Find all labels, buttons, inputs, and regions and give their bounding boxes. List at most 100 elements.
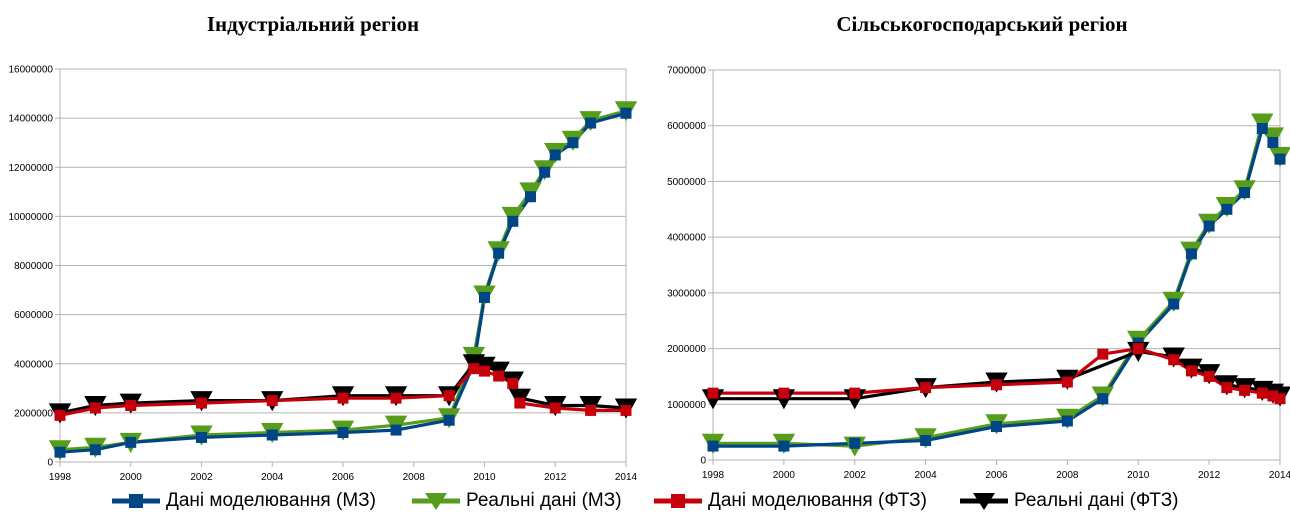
data-point [1274,393,1286,405]
data-point [443,390,455,402]
x-tick-label: 2008 [403,472,426,483]
data-point [778,387,790,399]
y-tick-label: 2000000 [14,408,53,419]
data-point [620,107,632,119]
data-point [524,191,536,203]
data-point [390,392,402,404]
data-point [507,215,519,227]
x-tick-label: 2006 [985,470,1008,481]
legend: Дані моделювання (МЗ) Реальні дані (МЗ) … [0,488,1290,516]
series-line [59,367,626,417]
y-tick-label: 8000000 [14,261,53,272]
data-point [567,137,579,149]
y-tick-label: 4000000 [667,233,706,244]
y-tick-label: 7000000 [667,66,706,77]
legend-item-model-ftz: Дані моделювання (ФТЗ) [654,488,927,514]
series-line [713,347,1281,401]
x-tick-label: 2012 [1198,470,1221,481]
data-point [1061,415,1073,427]
legend-label-real-ftz: Реальні дані (ФТЗ) [1014,490,1179,511]
data-point [707,440,719,452]
data-point [1256,387,1268,399]
data-point [620,404,632,416]
data-point [1185,248,1197,260]
data-point [539,166,551,178]
legend-swatch-model-ftz [654,494,702,508]
data-point [1239,384,1251,396]
x-tick-label: 2004 [261,472,284,483]
data-point [991,421,1002,433]
data-point [337,392,349,404]
y-tick-label: 1000000 [667,400,706,411]
x-tick-label: 2010 [1127,470,1150,481]
x-tick-label: 2002 [190,472,213,483]
x-tick-label: 2004 [915,470,938,481]
data-point [1132,343,1144,355]
data-point [89,444,101,456]
x-tick-label: 2014 [1269,470,1290,481]
x-tick-label: 2010 [473,472,496,483]
data-point [493,370,505,382]
data-point [196,431,207,443]
data-point [1061,376,1073,388]
data-point [549,149,561,161]
data-point [1256,123,1268,134]
legend-swatch-real-ftz [960,493,1008,510]
x-tick-label: 1998 [49,472,72,483]
legend-marker [129,494,143,508]
legend-label-real-mz: Реальні дані (МЗ) [466,490,622,511]
data-point [920,435,932,446]
data-point [843,389,866,410]
series-line [59,362,627,415]
data-point [849,437,861,449]
x-tick-label: 2002 [844,470,867,481]
data-point [266,429,278,441]
data-point [585,117,597,129]
x-tick-label: 1998 [702,470,725,481]
y-tick-label: 2000000 [667,344,706,355]
data-point [849,387,861,399]
data-point [549,402,561,414]
data-point [479,365,490,377]
plot-0: 0 2000000 4000000 6000000 8000000 10000000 120… [9,65,638,484]
data-point [1221,382,1233,394]
data-point [1274,153,1286,165]
data-point [514,397,526,409]
data-point [1203,370,1215,382]
legend-swatch-real-mz [412,493,460,510]
y-tick-label: 6000000 [667,121,706,132]
y-tick-label: 0 [47,458,53,469]
data-point [585,404,597,416]
data-point [772,389,796,410]
data-point [337,427,349,439]
y-tick-label: 16000000 [9,65,54,76]
data-point [1239,187,1251,199]
chart-title-industrial: Індустріальний регіон [206,12,420,36]
y-tick-label: 3000000 [667,288,706,299]
data-point [1185,365,1197,377]
legend-swatch-model-mz [112,494,160,508]
y-tick-label: 12000000 [9,163,54,174]
data-point [390,424,402,436]
legend-marker [671,494,685,508]
x-tick-label: 2000 [773,470,796,481]
y-tick-label: 10000000 [9,212,54,223]
data-point [196,397,207,409]
data-point [1168,354,1180,366]
legend-item-real-mz: Реальні дані (МЗ) [412,488,622,514]
data-point [707,387,719,399]
plot-1: 0 1000000 2000000 3000000 4000000 5000000 6000… [667,66,1290,481]
legend-marker [973,493,995,510]
data-point [920,382,932,394]
legend-label-model-ftz: Дані моделювання (ФТЗ) [708,490,927,511]
data-point [1221,203,1233,215]
x-tick-label: 2000 [120,472,143,483]
y-tick-label: 6000000 [14,310,53,321]
data-point [701,389,725,410]
x-tick-label: 2014 [615,472,638,483]
x-tick-label: 2012 [544,472,567,483]
data-point [507,377,519,389]
data-point [479,291,490,303]
